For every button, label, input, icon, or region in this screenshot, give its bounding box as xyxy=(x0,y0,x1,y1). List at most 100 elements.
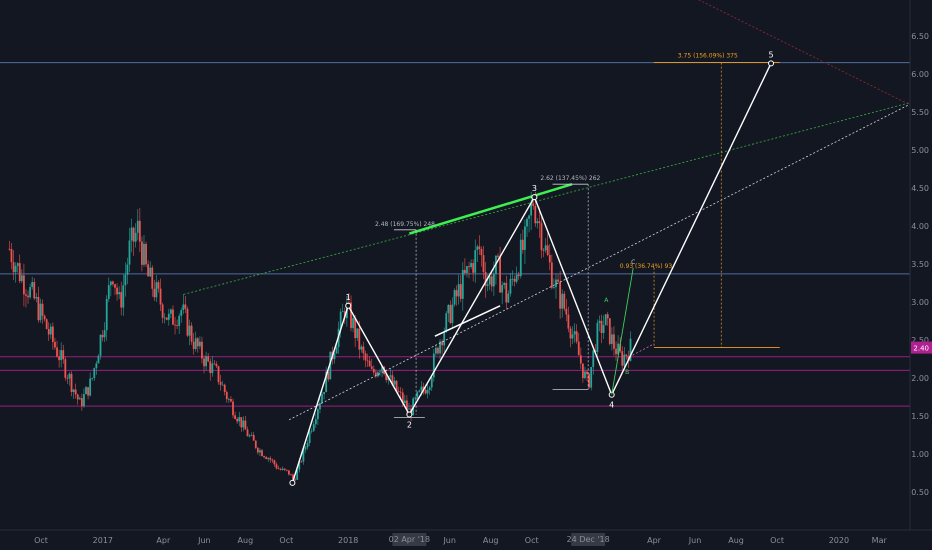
wave-point xyxy=(768,60,775,67)
candle-body xyxy=(555,279,557,288)
candle-body xyxy=(122,285,125,308)
candle-body xyxy=(515,274,518,282)
candle-body xyxy=(424,389,427,394)
wave-label: 4 xyxy=(609,401,614,410)
measure-2-label: 2.62 (137.45%) 262 xyxy=(540,175,600,182)
candle-body xyxy=(581,363,584,379)
candle-body xyxy=(209,361,212,374)
candle-body xyxy=(561,293,564,309)
candle-body xyxy=(372,368,375,373)
candle-body xyxy=(505,282,508,303)
candle-body xyxy=(341,311,344,313)
candle-body xyxy=(499,256,501,293)
wave-label: 3 xyxy=(532,184,537,193)
wave-point xyxy=(406,411,413,418)
candle-body xyxy=(176,325,179,327)
candle-body xyxy=(459,284,462,299)
candle-body xyxy=(443,331,446,346)
candle-body xyxy=(584,371,586,379)
candle-body xyxy=(426,389,429,394)
candle-body xyxy=(184,304,187,309)
candle-body xyxy=(101,334,104,338)
candle-body xyxy=(283,468,286,470)
candle-body xyxy=(333,353,336,360)
white-segment xyxy=(434,305,501,337)
candle-body xyxy=(432,353,435,378)
candle-body xyxy=(492,273,495,287)
candle-body xyxy=(99,334,102,356)
candle-body xyxy=(180,310,183,316)
measure-4-label: 3.75 (156.09%) 375 xyxy=(678,53,738,60)
candle-body xyxy=(211,363,214,374)
candle-body xyxy=(430,377,433,388)
bright-green-trend xyxy=(409,183,573,235)
candle-body xyxy=(559,281,562,309)
candle-body xyxy=(544,245,547,251)
candle-body xyxy=(116,287,118,295)
candle-body xyxy=(381,366,383,372)
candle-body xyxy=(95,363,98,369)
candle-body xyxy=(132,227,135,242)
candle-body xyxy=(196,338,199,347)
candle-body xyxy=(93,368,96,379)
candle-body xyxy=(294,479,297,481)
candle-body xyxy=(395,380,398,392)
candle-body xyxy=(540,223,543,251)
candle-body xyxy=(198,341,201,347)
candle-body xyxy=(153,288,156,298)
candle-body xyxy=(215,363,218,367)
candle-body xyxy=(312,424,315,431)
candle-body xyxy=(511,278,514,280)
candle-body xyxy=(23,275,25,295)
candle-body xyxy=(236,418,239,422)
time-tick-label: Aug xyxy=(728,536,744,545)
candle-body xyxy=(296,469,299,480)
candle-body xyxy=(455,290,458,297)
candle-body xyxy=(250,434,253,436)
candle-body xyxy=(281,468,284,470)
candle-body xyxy=(615,348,617,355)
candle-body xyxy=(80,398,83,407)
candle-body xyxy=(300,461,303,463)
candle-body xyxy=(613,334,615,349)
candle-body xyxy=(374,372,377,377)
candle-body xyxy=(85,387,87,395)
candle-body xyxy=(360,346,363,350)
red-dotted-trend xyxy=(698,0,932,117)
candle-body xyxy=(244,420,247,430)
time-flag-label: 02 Apr '18 xyxy=(389,535,430,544)
candle-body xyxy=(391,375,394,385)
candle-body xyxy=(51,326,54,342)
candle-body xyxy=(165,317,168,320)
candle-body xyxy=(490,276,493,287)
candle-body xyxy=(567,314,570,329)
candle-body xyxy=(35,296,38,299)
candle-body xyxy=(403,400,406,403)
candle-body xyxy=(163,317,166,319)
candle-body xyxy=(269,458,272,460)
time-tick-label: Aug xyxy=(238,536,254,545)
candle-body xyxy=(329,351,332,380)
candle-body xyxy=(234,415,236,419)
green-dotted-trend xyxy=(183,96,932,295)
candle-body xyxy=(513,278,516,282)
candle-body xyxy=(592,350,595,367)
candle-body xyxy=(588,374,591,388)
candle-body xyxy=(463,269,466,274)
candle-body xyxy=(265,457,268,460)
candle-body xyxy=(58,356,60,361)
candle-body xyxy=(379,371,381,373)
elliott-wave-line xyxy=(291,63,772,484)
candle-body xyxy=(350,302,352,329)
candle-body xyxy=(161,304,164,318)
candle-body xyxy=(124,274,127,286)
candle-body xyxy=(524,226,526,250)
candle-body xyxy=(548,254,551,263)
time-tick-label: Apr xyxy=(647,536,662,545)
candle-body xyxy=(488,276,491,285)
time-tick-label: Oct xyxy=(279,536,293,545)
candle-body xyxy=(484,272,487,286)
candle-body xyxy=(70,373,73,392)
candles xyxy=(8,191,632,481)
